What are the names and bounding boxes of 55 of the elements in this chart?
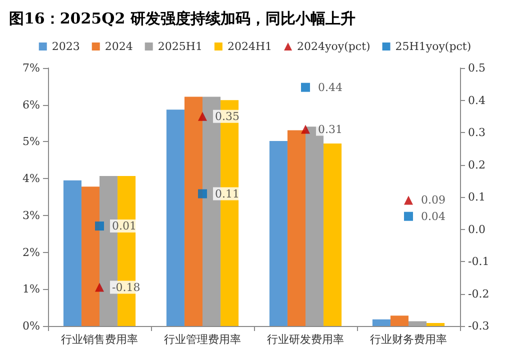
bar bbox=[81, 186, 100, 326]
legend-label: 2024yoy(pct) bbox=[297, 40, 370, 53]
bar bbox=[408, 321, 427, 326]
data-label: 0.44 bbox=[318, 80, 342, 94]
y-tick-label: 0% bbox=[22, 320, 40, 332]
bar bbox=[426, 323, 445, 326]
point bbox=[95, 282, 104, 292]
point bbox=[404, 196, 413, 205]
y2-tick-label: -0.1 bbox=[468, 255, 490, 268]
chart-title: 图16：2025Q2 研发强度持续加码，同比小幅上升 bbox=[9, 10, 356, 28]
y2-tick-label: 0.0 bbox=[468, 222, 486, 236]
y-tick-label: 1% bbox=[22, 282, 40, 296]
data-label: 0.04 bbox=[421, 210, 446, 223]
y-tick-label: 3% bbox=[22, 208, 40, 222]
legend-label: 25H1yoy(pct) bbox=[395, 40, 472, 53]
y-tick-label: 2% bbox=[22, 246, 40, 259]
legend-label: 2024H1 bbox=[227, 40, 272, 53]
y2-tick-label: 0.2 bbox=[468, 158, 486, 172]
point bbox=[198, 189, 207, 198]
data-label: 0.35 bbox=[215, 110, 240, 123]
point bbox=[198, 112, 207, 121]
y2-tick-label: 0.4 bbox=[468, 94, 486, 107]
y-tick-label: 6% bbox=[22, 98, 40, 112]
bar bbox=[372, 319, 390, 326]
data-label: 0.11 bbox=[215, 187, 240, 200]
point bbox=[301, 82, 310, 92]
y-tick-label: 4% bbox=[22, 172, 40, 186]
y2-tick-label: 0.3 bbox=[468, 126, 486, 139]
data-label: 0.01 bbox=[112, 220, 136, 233]
data-label: -0.18 bbox=[112, 280, 140, 294]
legend-label: 2025H1 bbox=[158, 40, 202, 53]
y2-tick-label: -0.2 bbox=[468, 287, 490, 300]
y2-tick-label: 0.5 bbox=[468, 62, 486, 74]
point bbox=[301, 124, 310, 134]
bar bbox=[287, 130, 306, 326]
legend-label: 2023 bbox=[52, 40, 80, 53]
data-label: 0.09 bbox=[421, 194, 446, 207]
x-tick-label: 行业管理费用率 bbox=[164, 333, 241, 346]
y-tick-label: 5% bbox=[22, 135, 40, 148]
x-tick-label: 行业销售费用率 bbox=[61, 333, 138, 346]
y2-tick-label: -0.3 bbox=[468, 320, 490, 332]
bar bbox=[166, 110, 184, 326]
point bbox=[95, 222, 104, 231]
x-tick-label: 行业研发费用率 bbox=[267, 333, 344, 346]
x-tick-label: 行业财务费用率 bbox=[370, 333, 447, 346]
bar bbox=[390, 316, 408, 326]
data-label: 0.31 bbox=[318, 122, 342, 136]
point bbox=[404, 212, 413, 221]
bar bbox=[269, 140, 288, 326]
bar bbox=[184, 96, 202, 326]
y-tick-label: 7% bbox=[22, 62, 40, 74]
legend-label: 2024 bbox=[104, 40, 133, 53]
y2-tick-label: 0.1 bbox=[468, 190, 486, 204]
bar bbox=[324, 144, 342, 326]
bar bbox=[63, 180, 82, 326]
